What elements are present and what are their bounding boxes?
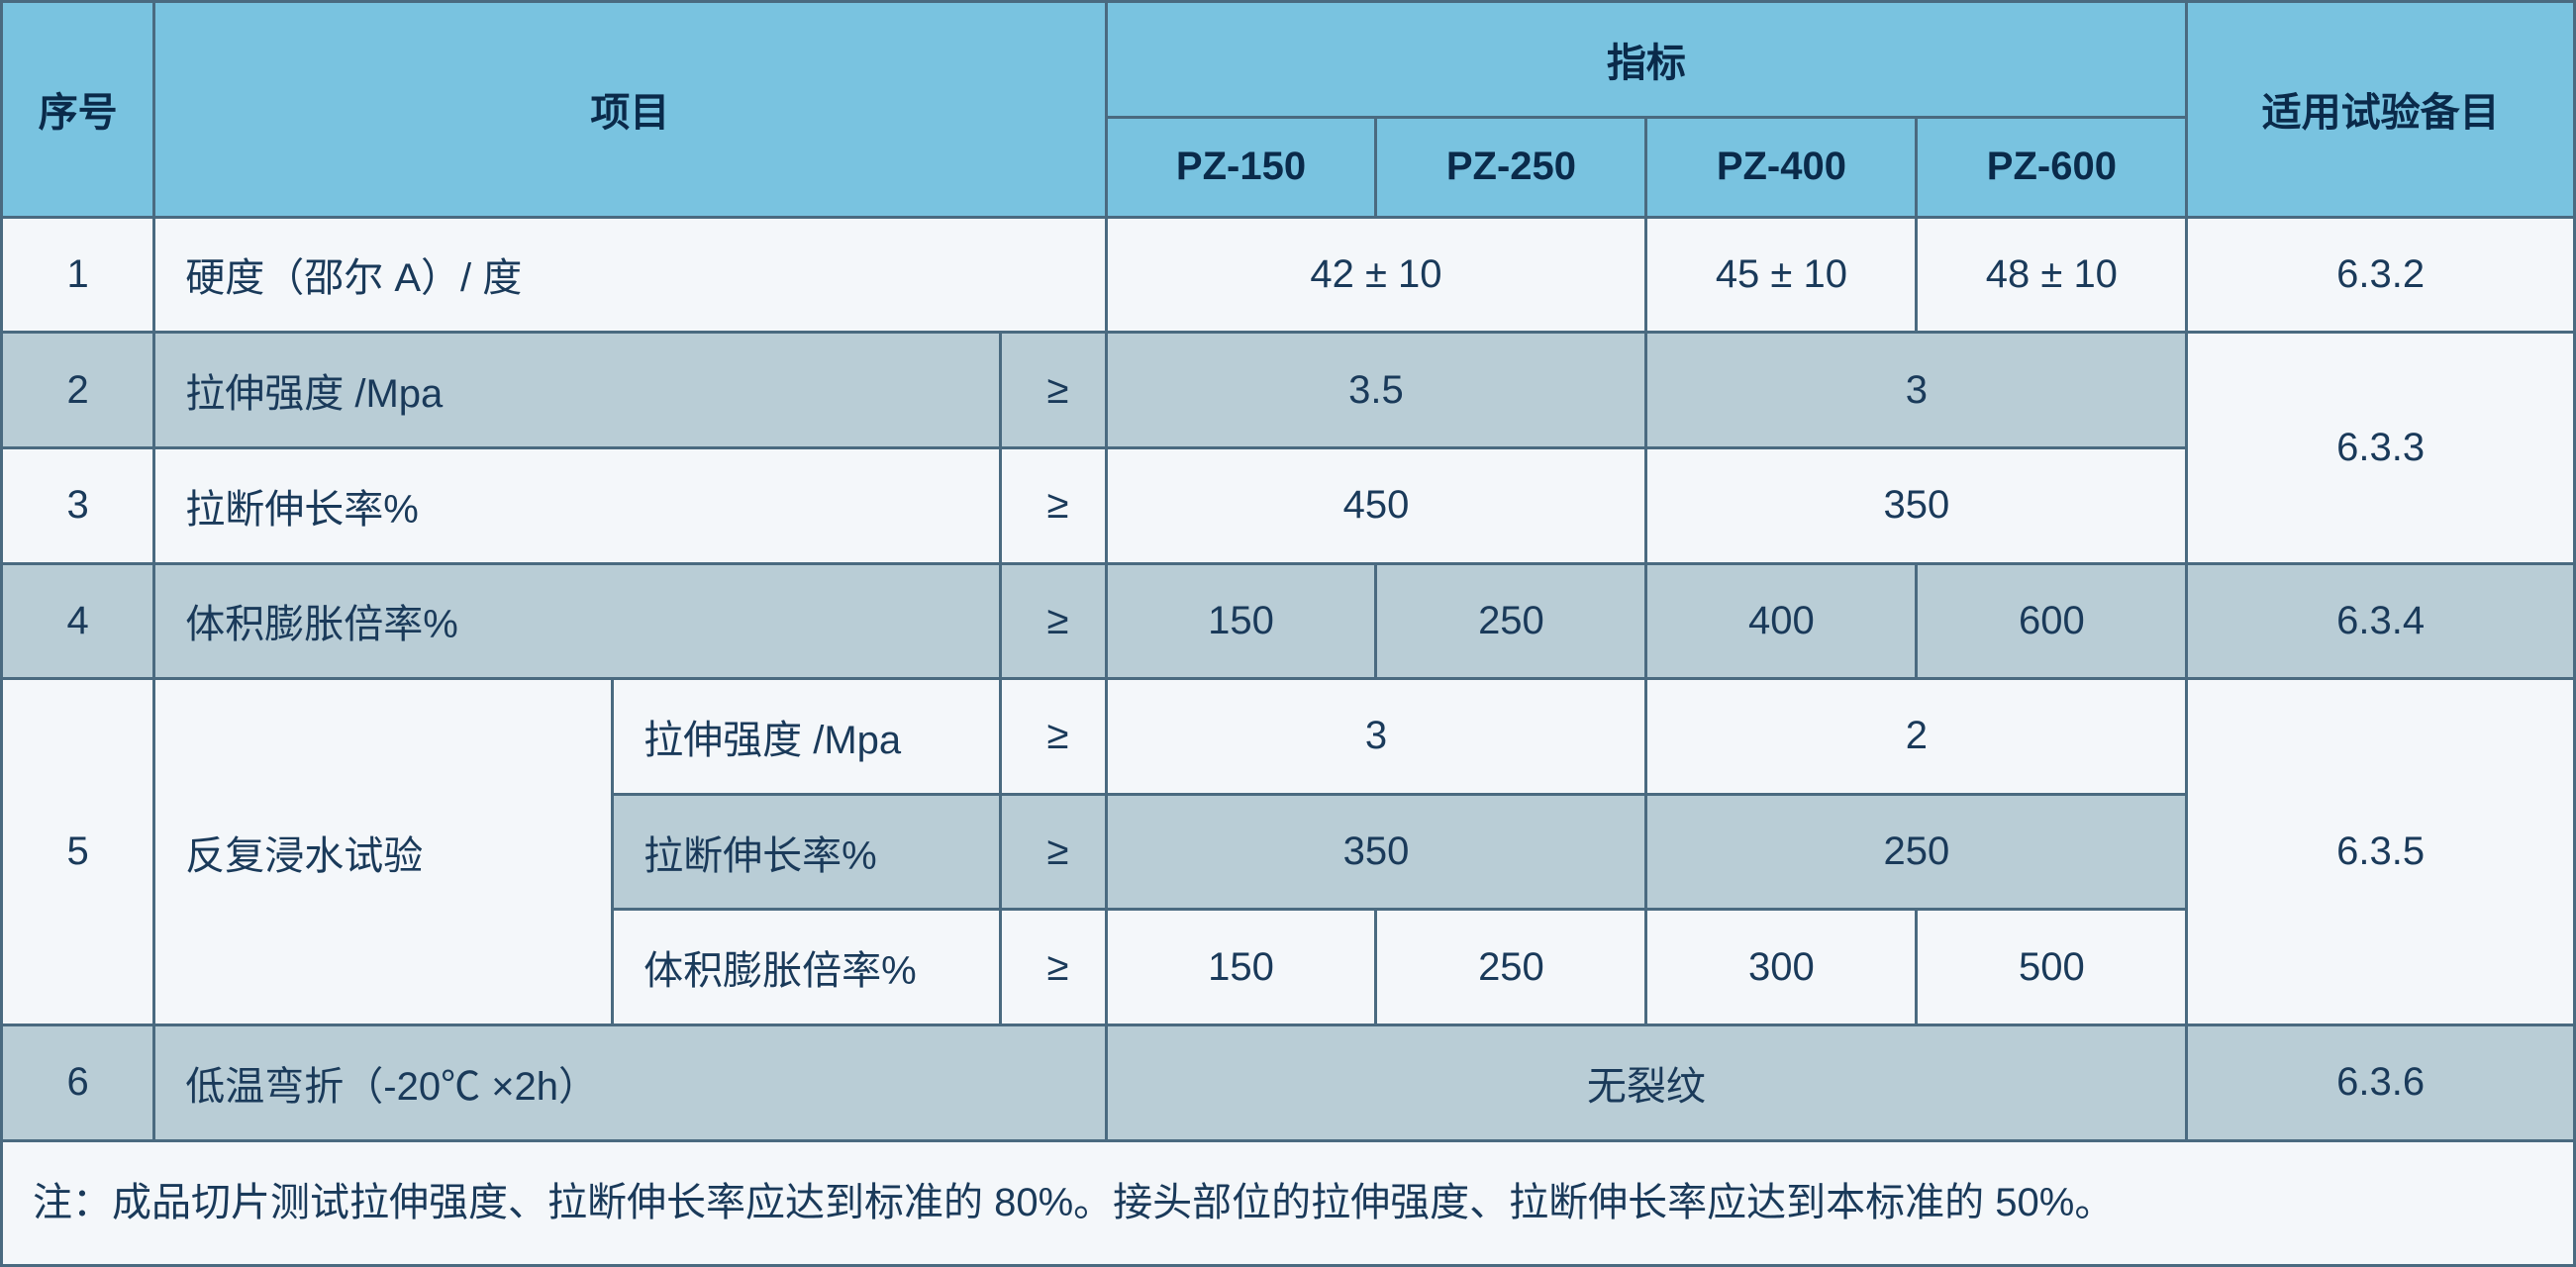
pz600-header: PZ-600: [1917, 117, 2187, 217]
value-cell: 150: [1106, 910, 1376, 1025]
note-cell: 注：成品切片测试拉伸强度、拉断伸长率应达到标准的 80%。接头部位的拉伸强度、拉…: [2, 1140, 2575, 1265]
value-cell: 250: [1376, 910, 1646, 1025]
subitem-cell: 拉伸强度 /Mpa: [613, 679, 1001, 795]
item-cell: 拉伸强度 /Mpa: [154, 333, 1000, 448]
value-cell: 450: [1106, 447, 1646, 563]
value-cell: 150: [1106, 563, 1376, 679]
seq-cell: 1: [2, 217, 154, 333]
value-cell: 2: [1646, 679, 2187, 795]
value-cell: 42 ± 10: [1106, 217, 1646, 333]
subitem-cell: 拉断伸长率%: [613, 794, 1001, 910]
seq-cell: 6: [2, 1025, 154, 1141]
seq-cell: 3: [2, 447, 154, 563]
subitem-cell: 体积膨胀倍率%: [613, 910, 1001, 1025]
table-row: 5 反复浸水试验 拉伸强度 /Mpa ≥ 3 2 6.3.5: [2, 679, 2575, 795]
value-cell: 250: [1646, 794, 2187, 910]
ref-cell: 6.3.3: [2187, 333, 2575, 563]
value-cell: 400: [1646, 563, 1917, 679]
value-cell: 45 ± 10: [1646, 217, 1917, 333]
item-cell: 体积膨胀倍率%: [154, 563, 1000, 679]
value-cell: 350: [1106, 794, 1646, 910]
ge-symbol: ≥: [1000, 447, 1106, 563]
value-cell: 250: [1376, 563, 1646, 679]
value-cell: 600: [1917, 563, 2187, 679]
table-row: 2 拉伸强度 /Mpa ≥ 3.5 3 6.3.3: [2, 333, 2575, 448]
value-cell: 3: [1646, 333, 2187, 448]
item-cell: 反复浸水试验: [154, 679, 613, 1025]
pz150-header: PZ-150: [1106, 117, 1376, 217]
col-ref-header: 适用试验备目: [2187, 2, 2575, 218]
pz400-header: PZ-400: [1646, 117, 1917, 217]
value-cell: 350: [1646, 447, 2187, 563]
ref-cell: 6.3.4: [2187, 563, 2575, 679]
ref-cell: 6.3.2: [2187, 217, 2575, 333]
seq-cell: 2: [2, 333, 154, 448]
spec-table: 序号 项目 指标 适用试验备目 PZ-150 PZ-250 PZ-400 PZ-…: [0, 0, 2576, 1267]
value-cell: 500: [1917, 910, 2187, 1025]
value-cell: 48 ± 10: [1917, 217, 2187, 333]
ge-symbol: ≥: [1000, 333, 1106, 448]
item-cell: 低温弯折（-20℃ ×2h）: [154, 1025, 1106, 1141]
ge-symbol: ≥: [1000, 910, 1106, 1025]
col-seq-header: 序号: [2, 2, 154, 218]
ref-cell: 6.3.6: [2187, 1025, 2575, 1141]
ref-cell: 6.3.5: [2187, 679, 2575, 1025]
value-cell: 3: [1106, 679, 1646, 795]
ge-symbol: ≥: [1000, 794, 1106, 910]
col-item-header: 项目: [154, 2, 1106, 218]
table-row: 1 硬度（邵尔 A）/ 度 42 ± 10 45 ± 10 48 ± 10 6.…: [2, 217, 2575, 333]
table-row: 6 低温弯折（-20℃ ×2h） 无裂纹 6.3.6: [2, 1025, 2575, 1141]
table-row: 4 体积膨胀倍率% ≥ 150 250 400 600 6.3.4: [2, 563, 2575, 679]
ge-symbol: ≥: [1000, 563, 1106, 679]
seq-cell: 5: [2, 679, 154, 1025]
col-indicator-header: 指标: [1106, 2, 2187, 118]
item-cell: 拉断伸长率%: [154, 447, 1000, 563]
header-row-1: 序号 项目 指标 适用试验备目: [2, 2, 2575, 118]
pz250-header: PZ-250: [1376, 117, 1646, 217]
seq-cell: 4: [2, 563, 154, 679]
ge-symbol: ≥: [1000, 679, 1106, 795]
item-cell: 硬度（邵尔 A）/ 度: [154, 217, 1106, 333]
note-row: 注：成品切片测试拉伸强度、拉断伸长率应达到标准的 80%。接头部位的拉伸强度、拉…: [2, 1140, 2575, 1265]
value-cell: 3.5: [1106, 333, 1646, 448]
value-cell: 300: [1646, 910, 1917, 1025]
value-cell: 无裂纹: [1106, 1025, 2187, 1141]
